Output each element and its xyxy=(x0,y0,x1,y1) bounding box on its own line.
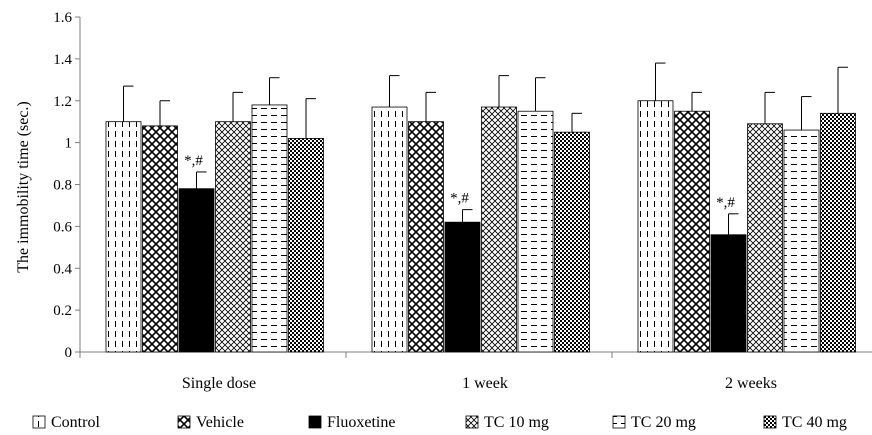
bar-control-2 xyxy=(638,101,673,352)
bar-vehicle-1 xyxy=(409,122,444,352)
legend-swatch xyxy=(466,416,478,428)
bar-tc-20-mg-0 xyxy=(252,105,287,352)
legend-swatch xyxy=(764,416,776,428)
y-tick-label: 1.6 xyxy=(53,10,72,26)
bar-vehicle-2 xyxy=(675,111,710,352)
legend: Control Vehicle Fluoxetine TC 10 mg TC 20 mg… xyxy=(33,414,847,431)
bar-tc-40-mg-1 xyxy=(555,132,590,352)
bar-tc-20-mg-1 xyxy=(518,111,553,352)
y-axis: 0 0.2 0.4 0.6 0.8 1 1.2 1.4 1.6 xyxy=(53,10,80,361)
category-labels: Single dose 1 week 2 weeks xyxy=(182,375,777,392)
bar-tc-10-mg-0 xyxy=(216,122,251,352)
x-axis xyxy=(80,352,872,358)
y-tick-label: 1.2 xyxy=(53,94,72,110)
legend-swatch xyxy=(309,416,321,428)
y-tick-label: 0.8 xyxy=(53,178,72,194)
category-label: Single dose xyxy=(182,375,256,392)
category-label: 2 weeks xyxy=(725,375,777,392)
y-axis-title: The immobility time (sec.) xyxy=(15,101,32,273)
bar-tc-10-mg-2 xyxy=(748,124,783,352)
legend-swatch xyxy=(33,416,45,428)
significance-annotation: *,# xyxy=(184,153,203,169)
bar-control-1 xyxy=(372,107,407,352)
significance-annotation: *,# xyxy=(716,195,735,211)
y-tick-label: 0.6 xyxy=(53,219,72,235)
bar-tc-40-mg-2 xyxy=(821,113,856,352)
y-tick-label: 1.4 xyxy=(53,52,72,68)
legend-label: TC 10 mg xyxy=(484,414,549,431)
bar-fluoxetine-2 xyxy=(711,235,746,352)
bar-fluoxetine-0 xyxy=(179,189,214,352)
bar-control-0 xyxy=(106,122,141,352)
y-tick-label: 0.2 xyxy=(53,303,72,319)
legend-label: TC 40 mg xyxy=(782,414,847,431)
bar-tc-10-mg-1 xyxy=(482,107,517,352)
legend-label: Vehicle xyxy=(196,414,244,431)
legend-swatch xyxy=(178,416,190,428)
bar-fluoxetine-1 xyxy=(445,222,480,352)
bars-group xyxy=(106,63,856,352)
bar-tc-20-mg-2 xyxy=(784,130,819,352)
legend-label: TC 20 mg xyxy=(631,414,696,431)
legend-swatch xyxy=(613,416,625,428)
y-tick-label: 0 xyxy=(65,345,73,361)
bar-vehicle-0 xyxy=(143,126,178,352)
bar-tc-40-mg-0 xyxy=(289,138,324,352)
category-label: 1 week xyxy=(462,375,508,392)
y-tick-label: 0.4 xyxy=(53,261,72,277)
legend-label: Fluoxetine xyxy=(327,414,395,431)
y-tick-label: 1 xyxy=(65,136,73,152)
significance-annotation: *,# xyxy=(450,191,469,207)
legend-label: Control xyxy=(51,414,100,431)
